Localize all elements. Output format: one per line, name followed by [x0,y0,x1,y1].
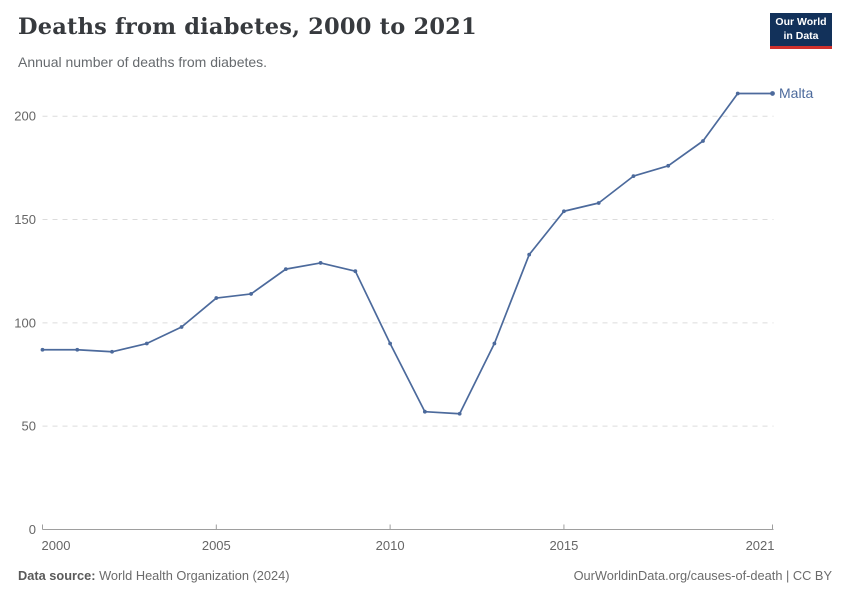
data-point [596,201,601,205]
y-tick-label: 0 [29,522,36,537]
data-source-label: Data source: [18,568,96,583]
x-tick-label: 2015 [549,538,578,553]
data-point [527,252,532,257]
x-tick-label: 2021 [746,538,775,553]
x-tick-label: 2010 [376,538,405,553]
x-tick-label: 2005 [202,538,231,553]
data-point [318,261,323,265]
data-point [353,269,358,274]
series-label-malta: Malta [779,85,814,101]
data-point [666,163,671,168]
x-tick-label: 2000 [42,538,71,553]
data-point [144,341,149,346]
data-point [283,267,288,272]
data-source-note: Data source: World Health Organization (… [18,568,289,583]
y-tick-label: 200 [14,109,36,124]
data-line-malta [41,92,774,415]
y-tick-label: 100 [14,315,36,330]
owid-logo-line2: in Data [783,29,819,42]
footer-license-link[interactable]: OurWorldinData.org/causes-of-death | CC … [573,568,832,583]
owid-logo[interactable]: Our World in Data [770,13,832,49]
data-point [770,91,775,96]
y-tick-label: 50 [22,419,36,434]
data-point [214,296,219,300]
y-tick-label: 150 [14,212,36,227]
data-point [631,174,636,179]
data-point [457,411,462,416]
data-point [40,347,45,352]
chart-subtitle: Annual number of deaths from diabetes. [18,54,268,70]
data-point [562,209,566,214]
data-point [179,325,184,329]
data-point [422,409,427,414]
data-point [492,341,497,346]
data-point [75,347,80,352]
owid-logo-line1: Our World [775,16,827,29]
chart-footer: Data source: World Health Organization (… [18,568,832,583]
chart-title: Deaths from diabetes, 2000 to 2021 [18,14,477,40]
data-point [110,349,114,354]
data-point [735,91,740,96]
data-point [249,292,253,296]
data-source-value: World Health Organization (2024) [95,568,290,583]
data-point [388,341,393,346]
data-point [701,139,705,143]
